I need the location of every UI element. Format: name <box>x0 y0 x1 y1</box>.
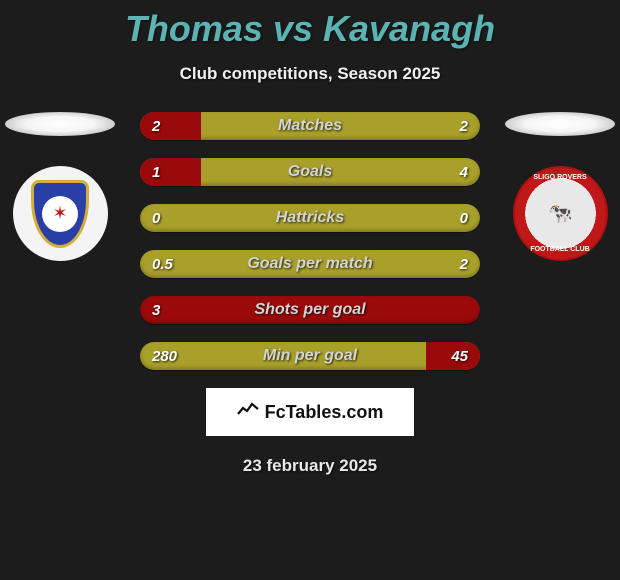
star-crescent-icon: ✶ <box>42 196 78 232</box>
stat-value-right: 0 <box>460 204 468 232</box>
stat-row: 0.5Goals per match2 <box>140 250 480 278</box>
comparison-subtitle: Club competitions, Season 2025 <box>0 64 620 84</box>
stat-label: Min per goal <box>140 342 480 370</box>
chart-line-icon <box>237 400 259 424</box>
club-emblem-icon: 🐄 <box>537 195 583 233</box>
stat-row: 3Shots per goal <box>140 296 480 324</box>
club-badge-right: SLIGO ROVERS 🐄 FOOTBALL CLUB <box>513 166 608 261</box>
snapshot-date: 23 february 2025 <box>0 456 620 476</box>
stat-row: 280Min per goal45 <box>140 342 480 370</box>
player-silhouette-right <box>505 112 615 136</box>
right-player-column: SLIGO ROVERS 🐄 FOOTBALL CLUB <box>500 112 620 261</box>
shield-icon: ✶ <box>31 180 89 248</box>
club-ring-text-top: SLIGO ROVERS <box>515 174 606 181</box>
stat-label: Matches <box>140 112 480 140</box>
main-area: ✶ SLIGO ROVERS 🐄 FOOTBALL CLUB 2Matches2… <box>0 112 620 370</box>
stat-value-right: 45 <box>451 342 468 370</box>
club-ring-text-bottom: FOOTBALL CLUB <box>515 246 606 253</box>
stat-value-right: 2 <box>460 112 468 140</box>
source-logo: FcTables.com <box>206 388 414 436</box>
club-badge-left: ✶ <box>13 166 108 261</box>
stat-label: Shots per goal <box>140 296 480 324</box>
source-logo-text: FcTables.com <box>265 402 384 423</box>
stat-row: 1Goals4 <box>140 158 480 186</box>
stat-label: Hattricks <box>140 204 480 232</box>
comparison-title: Thomas vs Kavanagh <box>0 0 620 50</box>
stat-label: Goals <box>140 158 480 186</box>
stat-value-right: 4 <box>460 158 468 186</box>
stat-row: 2Matches2 <box>140 112 480 140</box>
stat-label: Goals per match <box>140 250 480 278</box>
left-player-column: ✶ <box>0 112 120 261</box>
comparison-bars: 2Matches21Goals40Hattricks00.5Goals per … <box>140 112 480 370</box>
stat-row: 0Hattricks0 <box>140 204 480 232</box>
player-silhouette-left <box>5 112 115 136</box>
stat-value-right: 2 <box>460 250 468 278</box>
